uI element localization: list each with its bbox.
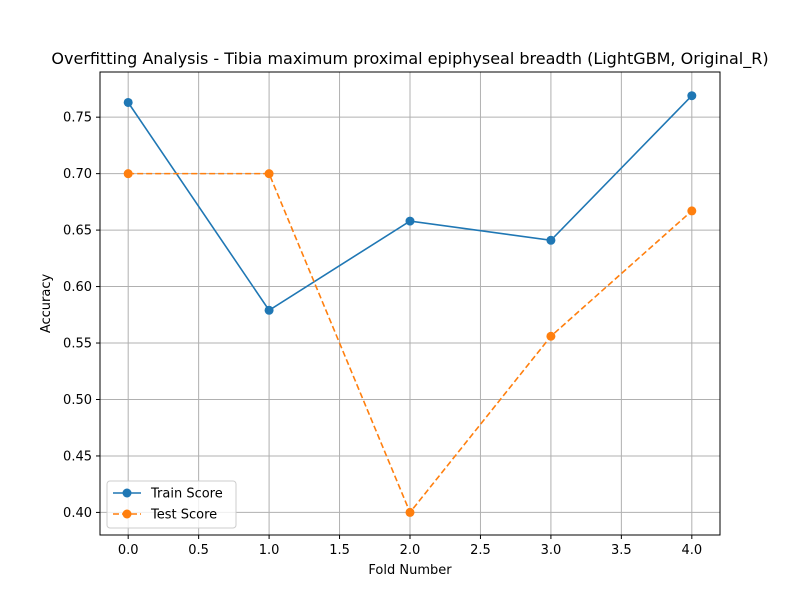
y-tick-label: 0.55 [63, 337, 92, 352]
ticks: 0.0 0.5 1.0 1.5 2.0 2.5 3.0 3.5 4.0 0.40 0.45 0.50 0… [63, 111, 702, 558]
x-tick-label: 2.0 [400, 543, 421, 558]
y-tick-label: 0.75 [63, 111, 92, 126]
train-score-point [687, 91, 697, 101]
legend-marker-train-score [122, 488, 132, 498]
y-tick-label: 0.45 [63, 449, 92, 464]
legend-label-train-score: Train Score [150, 487, 223, 502]
train-score-point [123, 97, 133, 107]
y-tick-label: 0.70 [63, 167, 92, 182]
y-tick-label: 0.65 [63, 224, 92, 239]
y-tick-label: 0.50 [63, 393, 92, 408]
x-tick-label: 1.0 [259, 543, 280, 558]
train-score-point [264, 305, 274, 315]
x-tick-label: 4.0 [681, 543, 702, 558]
x-axis-label: Fold Number [368, 563, 452, 578]
test-score-point [405, 507, 415, 517]
train-score-point [405, 216, 415, 226]
x-tick-label: 1.5 [329, 543, 350, 558]
x-tick-label: 3.0 [541, 543, 562, 558]
chart-title: Overfitting Analysis - Tibia maximum pro… [51, 49, 768, 69]
y-axis-label: Accuracy [39, 274, 54, 334]
legend: Train Score Test Score [106, 480, 237, 529]
x-tick-label: 2.5 [470, 543, 491, 558]
y-tick-label: 0.40 [63, 506, 92, 521]
x-tick-label: 3.5 [611, 543, 632, 558]
test-score-point [546, 331, 556, 341]
legend-label-test-score: Test Score [150, 508, 217, 523]
series-layer [123, 91, 697, 517]
x-tick-label: 0.0 [118, 543, 139, 558]
x-tick-label: 0.5 [188, 543, 209, 558]
test-score-point [123, 169, 133, 179]
test-score-point [687, 206, 697, 216]
grid [100, 72, 720, 535]
train-score-point [546, 235, 556, 245]
legend-marker-test-score [122, 509, 132, 519]
y-tick-label: 0.60 [63, 280, 92, 295]
test-score-point [264, 169, 274, 179]
